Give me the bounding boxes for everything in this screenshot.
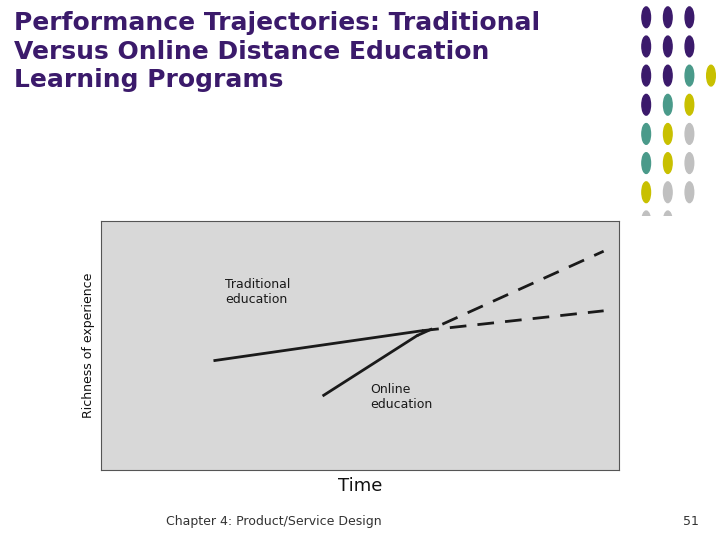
Circle shape [663, 36, 672, 57]
Circle shape [642, 211, 651, 232]
Circle shape [663, 124, 672, 144]
Text: Chapter 4: Product/Service Design: Chapter 4: Product/Service Design [166, 515, 382, 528]
Circle shape [642, 94, 651, 115]
Circle shape [642, 182, 651, 202]
Circle shape [685, 94, 694, 115]
Text: Performance Trajectories: Traditional
Versus Online Distance Education
Learning : Performance Trajectories: Traditional Ve… [14, 11, 541, 92]
Circle shape [706, 65, 716, 86]
Circle shape [685, 36, 694, 57]
X-axis label: Time: Time [338, 477, 382, 495]
Circle shape [685, 124, 694, 144]
Circle shape [685, 65, 694, 86]
Circle shape [663, 7, 672, 28]
Circle shape [642, 7, 651, 28]
Text: Online
education: Online education [370, 383, 433, 411]
Circle shape [685, 153, 694, 173]
Circle shape [663, 65, 672, 86]
Circle shape [685, 7, 694, 28]
Text: 51: 51 [683, 515, 698, 528]
Y-axis label: Richness of experience: Richness of experience [82, 273, 95, 418]
Circle shape [663, 153, 672, 173]
Circle shape [642, 36, 651, 57]
Circle shape [642, 65, 651, 86]
Circle shape [642, 153, 651, 173]
Circle shape [663, 211, 672, 232]
Circle shape [663, 182, 672, 202]
Text: Traditional
education: Traditional education [225, 278, 291, 306]
Circle shape [685, 182, 694, 202]
Circle shape [663, 94, 672, 115]
Circle shape [642, 124, 651, 144]
